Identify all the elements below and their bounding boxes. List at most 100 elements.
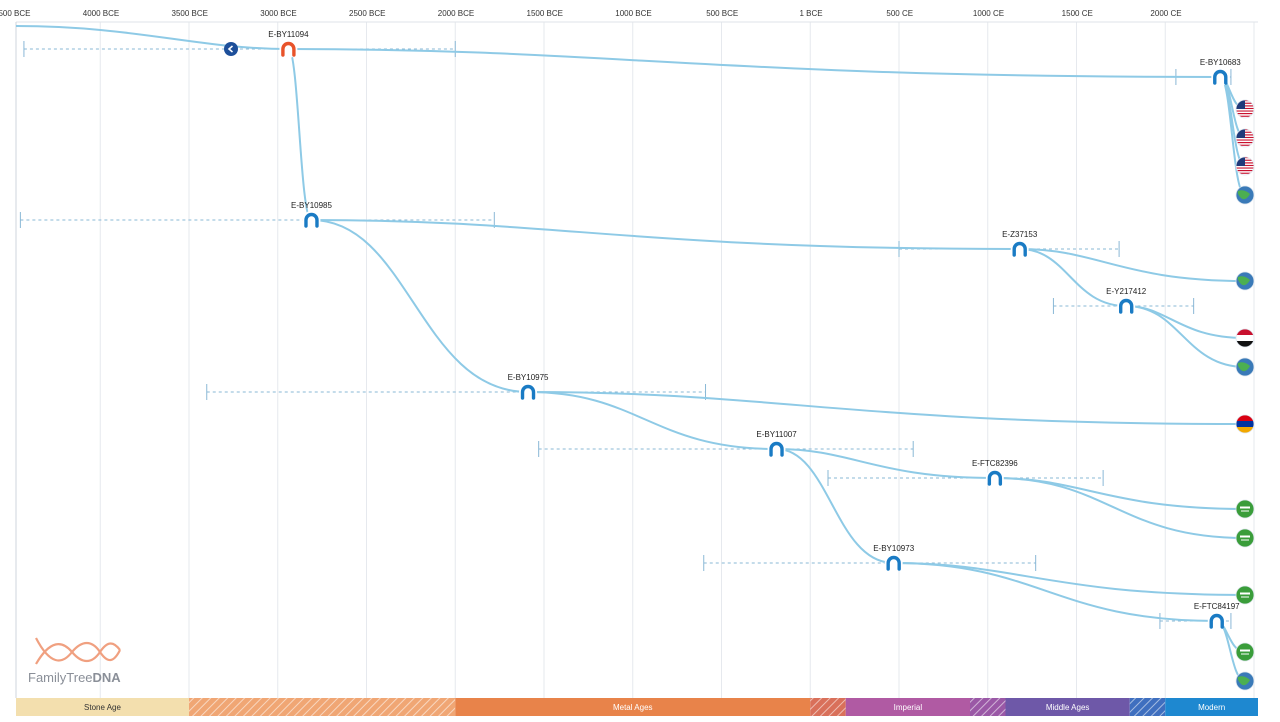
country-leaf[interactable] (1235, 271, 1255, 291)
axis-tick-label: 1000 CE (973, 9, 1004, 18)
country-leaf[interactable] (1235, 328, 1255, 348)
country-leaves[interactable] (1235, 99, 1255, 691)
node-person-icon[interactable] (769, 441, 784, 457)
haplogroup-node[interactable]: E-BY10985 (291, 201, 332, 229)
country-leaf[interactable] (1235, 585, 1255, 605)
axis-tick-label: 500 CE (886, 9, 913, 18)
saudi-arabia-flag-icon (1236, 586, 1254, 604)
haplogroup-node[interactable]: E-Z37153 (1002, 230, 1038, 258)
node-label[interactable]: E-FTC82396 (972, 459, 1018, 468)
branch-path (893, 562, 1217, 622)
country-leaf[interactable] (1235, 528, 1255, 548)
haplogroup-node[interactable]: E-Y217412 (1106, 287, 1147, 315)
branch-path (15, 25, 289, 50)
egypt-flag-icon (1236, 329, 1254, 347)
country-leaf[interactable] (1235, 499, 1255, 519)
globe-icon (1236, 358, 1254, 376)
era-segment (16, 698, 189, 716)
node-person-icon[interactable] (1012, 241, 1027, 257)
node-person-icon[interactable] (520, 384, 536, 400)
haplogroup-nodes[interactable]: E-BY11094 E-BY10683 E-BY10985 E-Z37153 E-Y21… (268, 30, 1241, 630)
node-person-icon[interactable] (987, 470, 1003, 486)
tree-branches (15, 25, 1246, 682)
node-label[interactable]: E-FTC84197 (1194, 602, 1240, 611)
branch-path (1126, 305, 1246, 368)
logo-text-bold: DNA (93, 670, 122, 685)
country-leaf[interactable] (1235, 642, 1255, 662)
united-states-flag-icon (1236, 157, 1254, 175)
axis-tick-label: 500 BCE (706, 9, 738, 18)
axis-tick-label: 4000 BCE (83, 9, 119, 18)
globe-icon (1236, 272, 1254, 290)
country-leaf[interactable] (1235, 671, 1255, 691)
country-leaf[interactable] (1235, 128, 1255, 148)
branch-path (1219, 76, 1246, 167)
time-grid (99, 22, 1255, 698)
node-label[interactable]: E-Z37153 (1002, 230, 1038, 239)
node-person-icon[interactable] (304, 212, 319, 228)
country-leaf[interactable] (1235, 414, 1255, 434)
axis-tick-label: 2000 CE (1150, 9, 1181, 18)
axis-tick-label: 1500 CE (1062, 9, 1093, 18)
era-hatch (189, 698, 456, 716)
united-states-flag-icon (1236, 100, 1254, 118)
node-person-icon[interactable] (1209, 613, 1224, 629)
country-leaf[interactable] (1235, 185, 1255, 205)
haplogroup-node[interactable]: E-BY11094 (268, 30, 309, 58)
branch-path (994, 477, 1246, 510)
axis-tick-label: 3500 BCE (172, 9, 208, 18)
haplogroup-node[interactable]: E-FTC82396 (972, 459, 1018, 487)
country-leaf[interactable] (1235, 357, 1255, 377)
axis-tick-label: 1 BCE (799, 9, 822, 18)
node-label[interactable]: E-BY10985 (291, 201, 332, 210)
branch-path (776, 448, 894, 564)
node-person-icon[interactable] (1118, 298, 1134, 314)
haplogroup-node[interactable]: E-BY11007 (756, 430, 797, 458)
logo-text-light: FamilyTree (28, 670, 93, 685)
branch-path (311, 219, 1020, 250)
haplogroup-node[interactable]: E-BY10683 (1200, 58, 1241, 86)
era-segment (1005, 698, 1130, 716)
country-leaf[interactable] (1235, 156, 1255, 176)
node-label[interactable]: E-BY10975 (508, 373, 549, 382)
node-label[interactable]: E-BY11007 (756, 430, 797, 439)
era-label: Modern (1198, 703, 1225, 712)
branch-path (994, 477, 1246, 539)
node-person-icon[interactable] (886, 555, 901, 571)
axis-tick-label: 3000 BCE (260, 9, 296, 18)
date-ranges (19, 41, 1232, 629)
node-person-icon[interactable] (1213, 69, 1228, 85)
era-segment (845, 698, 970, 716)
back-circle[interactable] (224, 42, 238, 56)
branch-path (287, 48, 313, 221)
branch-path (311, 219, 529, 393)
axis-tick-label: 2000 BCE (438, 9, 474, 18)
era-bar: Stone Age Metal Ages Imperial Middle Ages Mo… (16, 698, 1258, 716)
back-button[interactable] (224, 42, 238, 56)
armenia-flag-icon (1236, 415, 1254, 433)
branch-path (1019, 248, 1127, 307)
logo-text: FamilyTreeDNA (28, 670, 121, 685)
branch-path (288, 48, 1221, 78)
node-label[interactable]: E-Y217412 (1106, 287, 1147, 296)
node-person-icon[interactable] (281, 41, 296, 57)
haplogroup-node[interactable]: E-BY10975 (508, 373, 549, 401)
era-hatch (810, 698, 846, 716)
axis-tick-label: 1500 BCE (527, 9, 563, 18)
node-label[interactable]: E-BY10683 (1200, 58, 1241, 67)
saudi-arabia-flag-icon (1236, 500, 1254, 518)
globe-icon (1236, 186, 1254, 204)
country-leaf[interactable] (1235, 99, 1255, 119)
era-label: Middle Ages (1046, 703, 1090, 712)
familytreedna-logo: FamilyTreeDNA (28, 637, 121, 685)
node-label[interactable]: E-BY10973 (873, 544, 914, 553)
saudi-arabia-flag-icon (1236, 529, 1254, 547)
haplogroup-node[interactable]: E-FTC84197 (1194, 602, 1240, 630)
haplogroup-node[interactable]: E-BY10973 (873, 544, 915, 572)
node-label[interactable]: E-BY11094 (268, 30, 309, 39)
era-label: Metal Ages (613, 703, 653, 712)
era-label: Stone Age (84, 703, 121, 712)
chevron-left-icon[interactable] (227, 45, 234, 53)
era-hatch (970, 698, 1006, 716)
